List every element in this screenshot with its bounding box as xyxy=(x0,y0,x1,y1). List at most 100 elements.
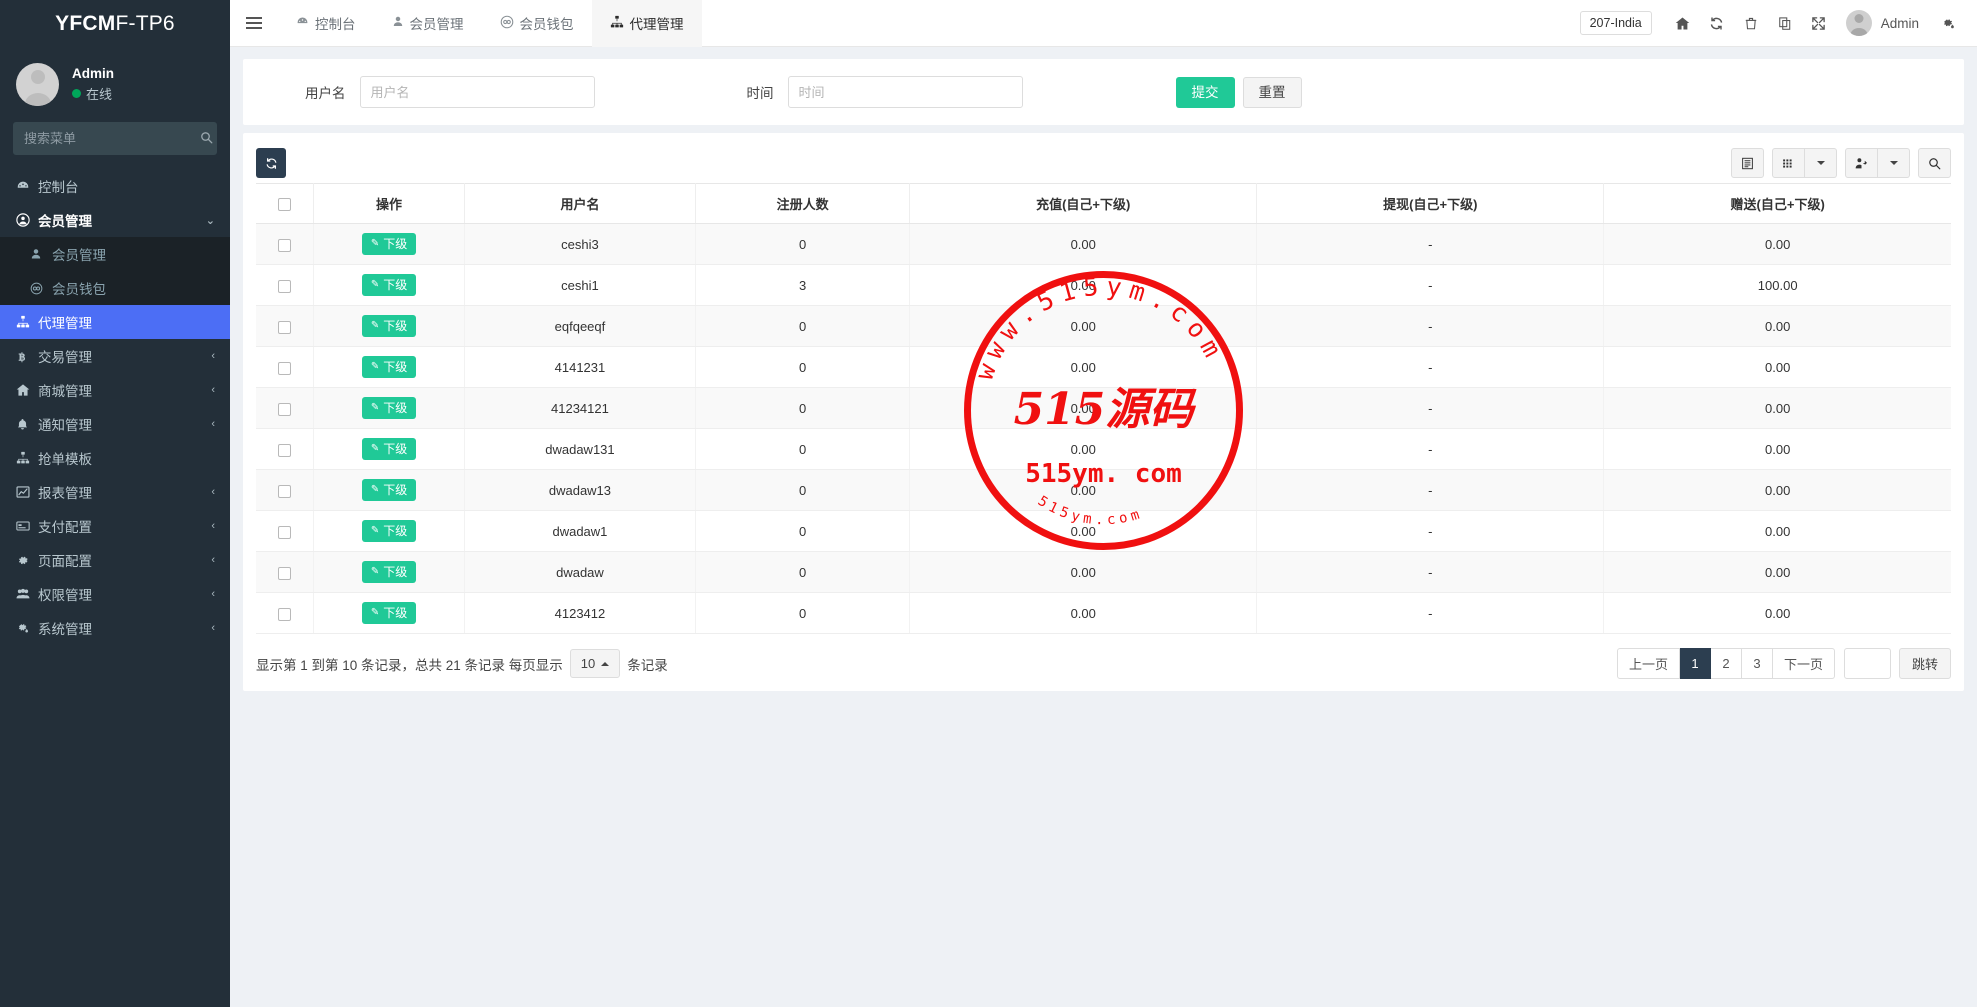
home-icon[interactable] xyxy=(1666,0,1700,47)
sidebar-subitem-label: 会员钱包 xyxy=(52,282,106,297)
fullscreen-icon[interactable] xyxy=(1802,0,1836,47)
table-row[interactable]: ✎ 下级 dwadaw131 0 0.00 - 0.00 xyxy=(256,428,1951,470)
row-checkbox[interactable] xyxy=(278,484,292,498)
search-icon[interactable] xyxy=(200,131,213,147)
row-action-cell: ✎ 下级 xyxy=(313,223,465,265)
page-button-2[interactable]: 2 xyxy=(1710,648,1742,679)
row-checkbox[interactable] xyxy=(278,566,292,580)
sidebar-item-permission-management[interactable]: 权限管理 ‹ xyxy=(0,577,230,611)
sidebar-item-mall-management[interactable]: 商城管理 ‹ xyxy=(0,373,230,407)
subordinate-button[interactable]: ✎ 下级 xyxy=(361,438,417,460)
brand-logo[interactable]: YFCMF-TP6 xyxy=(0,0,230,47)
sidebar-item-label: 控制台 xyxy=(38,180,79,195)
row-checkbox[interactable] xyxy=(278,402,292,416)
sidebar-item-dashboard[interactable]: 控制台 xyxy=(0,169,230,203)
sidebar-item-page-config[interactable]: 页面配置 ‹ xyxy=(0,543,230,577)
column-header-register-count[interactable]: 注册人数 xyxy=(695,183,911,224)
language-badge[interactable]: 207-India xyxy=(1579,11,1652,35)
subordinate-button[interactable]: ✎ 下级 xyxy=(361,274,417,296)
tab-dashboard[interactable]: 控制台 xyxy=(278,0,374,47)
column-header-gift[interactable]: 赠送(自己+下级) xyxy=(1603,183,1951,224)
page-size-select[interactable]: 10 xyxy=(569,649,621,678)
time-input[interactable] xyxy=(787,76,1023,108)
sidebar-item-notice-management[interactable]: 通知管理 ‹ xyxy=(0,407,230,441)
row-checkbox[interactable] xyxy=(278,443,292,457)
subordinate-label: 下级 xyxy=(383,360,408,374)
table-row[interactable]: ✎ 下级 eqfqeeqf 0 0.00 - 0.00 xyxy=(256,305,1951,347)
row-checkbox[interactable] xyxy=(278,238,292,252)
table-footer: 显示第 1 到第 10 条记录，总共 21 条记录 每页显示 10 条记录 上一… xyxy=(256,634,1951,679)
table-row[interactable]: ✎ 下级 dwadaw1 0 0.00 - 0.00 xyxy=(256,510,1951,552)
sidebar-item-payment-config[interactable]: 支付配置 ‹ xyxy=(0,509,230,543)
export-icon[interactable] xyxy=(1845,148,1878,178)
clone-icon[interactable] xyxy=(1768,0,1802,47)
username-input[interactable] xyxy=(359,76,595,108)
table-row[interactable]: ✎ 下级 4123412 0 0.00 - 0.00 xyxy=(256,592,1951,634)
list-icon[interactable] xyxy=(1731,148,1764,178)
filter-time-label: 时间 xyxy=(746,86,774,101)
tab-member-wallet[interactable]: 会员钱包 xyxy=(482,0,592,47)
table-row[interactable]: ✎ 下级 dwadaw13 0 0.00 - 0.00 xyxy=(256,469,1951,511)
user-menu[interactable]: Admin xyxy=(1836,10,1931,36)
sidebar-item-member-management[interactable]: 会员管理 ⌄ xyxy=(0,203,230,237)
sidebar-search-box[interactable] xyxy=(13,122,217,155)
table-row[interactable]: ✎ 下级 4141231 0 0.00 - 0.00 xyxy=(256,346,1951,388)
search-icon[interactable] xyxy=(1918,148,1951,178)
table-row[interactable]: ✎ 下级 dwadaw 0 0.00 - 0.00 xyxy=(256,551,1951,593)
refresh-button[interactable] xyxy=(256,148,286,178)
column-header-username[interactable]: 用户名 xyxy=(464,183,697,224)
hamburger-icon[interactable] xyxy=(230,17,278,29)
sidebar-item-transaction-management[interactable]: ฿ 交易管理 ‹ xyxy=(0,339,230,373)
page-button-3[interactable]: 3 xyxy=(1741,648,1773,679)
subordinate-button[interactable]: ✎ 下级 xyxy=(361,602,417,624)
grid-icon[interactable] xyxy=(1772,148,1805,178)
subordinate-button[interactable]: ✎ 下级 xyxy=(361,520,417,542)
tab-member-management[interactable]: 会员管理 xyxy=(374,0,482,47)
row-checkbox[interactable] xyxy=(278,320,292,334)
sidebar-item-order-template[interactable]: 抢单模板 xyxy=(0,441,230,475)
sidebar-item-agent-management[interactable]: 代理管理 xyxy=(0,305,230,339)
column-header-recharge[interactable]: 充值(自己+下级) xyxy=(909,183,1258,224)
cogs-icon[interactable] xyxy=(1931,0,1965,47)
columns-caret-button[interactable] xyxy=(1805,148,1837,178)
tab-agent-management[interactable]: 代理管理 xyxy=(591,0,702,47)
row-checkbox[interactable] xyxy=(278,279,292,293)
sidebar-item-system-management[interactable]: 系统管理 ‹ xyxy=(0,611,230,645)
reset-button[interactable]: 重置 xyxy=(1242,76,1302,108)
table-row[interactable]: ✎ 下级 ceshi3 0 0.00 - 0.00 xyxy=(256,223,1951,265)
table-row[interactable]: ✎ 下级 41234121 0 0.00 - 0.00 xyxy=(256,387,1951,429)
sitemap-icon xyxy=(16,451,38,465)
subordinate-button[interactable]: ✎ 下级 xyxy=(361,233,417,255)
search-input[interactable] xyxy=(24,131,200,146)
sidebar-subitem-member-wallet[interactable]: 会员钱包 xyxy=(0,271,230,305)
select-all-checkbox[interactable] xyxy=(278,198,292,212)
svg-text:฿: ฿ xyxy=(18,351,25,362)
jump-page-input[interactable] xyxy=(1843,648,1891,679)
page-button-1[interactable]: 1 xyxy=(1679,648,1711,679)
subordinate-button[interactable]: ✎ 下级 xyxy=(361,561,417,583)
prev-page-button[interactable]: 上一页 xyxy=(1616,648,1680,679)
sidebar-user-panel[interactable]: Admin 在线 xyxy=(0,47,230,122)
subordinate-button[interactable]: ✎ 下级 xyxy=(361,356,417,378)
trash-icon[interactable] xyxy=(1734,0,1768,47)
jump-button[interactable]: 跳转 xyxy=(1898,648,1951,679)
column-header-action[interactable]: 操作 xyxy=(313,183,465,224)
subordinate-button[interactable]: ✎ 下级 xyxy=(361,479,417,501)
sidebar-item-label: 会员管理 xyxy=(38,214,92,229)
sidebar-subitem-member-management[interactable]: 会员管理 xyxy=(0,237,230,271)
row-register-count: 0 xyxy=(695,510,911,552)
submit-button[interactable]: 提交 xyxy=(1175,76,1235,108)
row-checkbox[interactable] xyxy=(278,607,292,621)
next-page-button[interactable]: 下一页 xyxy=(1772,648,1835,679)
refresh-icon[interactable] xyxy=(1700,0,1734,47)
subordinate-button[interactable]: ✎ 下级 xyxy=(361,315,417,337)
pencil-icon: ✎ xyxy=(370,484,380,495)
table-row[interactable]: ✎ 下级 ceshi1 3 0.00 - 100.00 xyxy=(256,264,1951,306)
subordinate-button[interactable]: ✎ 下级 xyxy=(361,397,417,419)
row-checkbox[interactable] xyxy=(278,361,292,375)
sidebar-user-status: 在线 xyxy=(72,86,114,104)
sidebar-item-report-management[interactable]: 报表管理 ‹ xyxy=(0,475,230,509)
export-caret-button[interactable] xyxy=(1878,148,1910,178)
row-checkbox[interactable] xyxy=(278,525,292,539)
column-header-withdraw[interactable]: 提现(自己+下级) xyxy=(1256,183,1605,224)
